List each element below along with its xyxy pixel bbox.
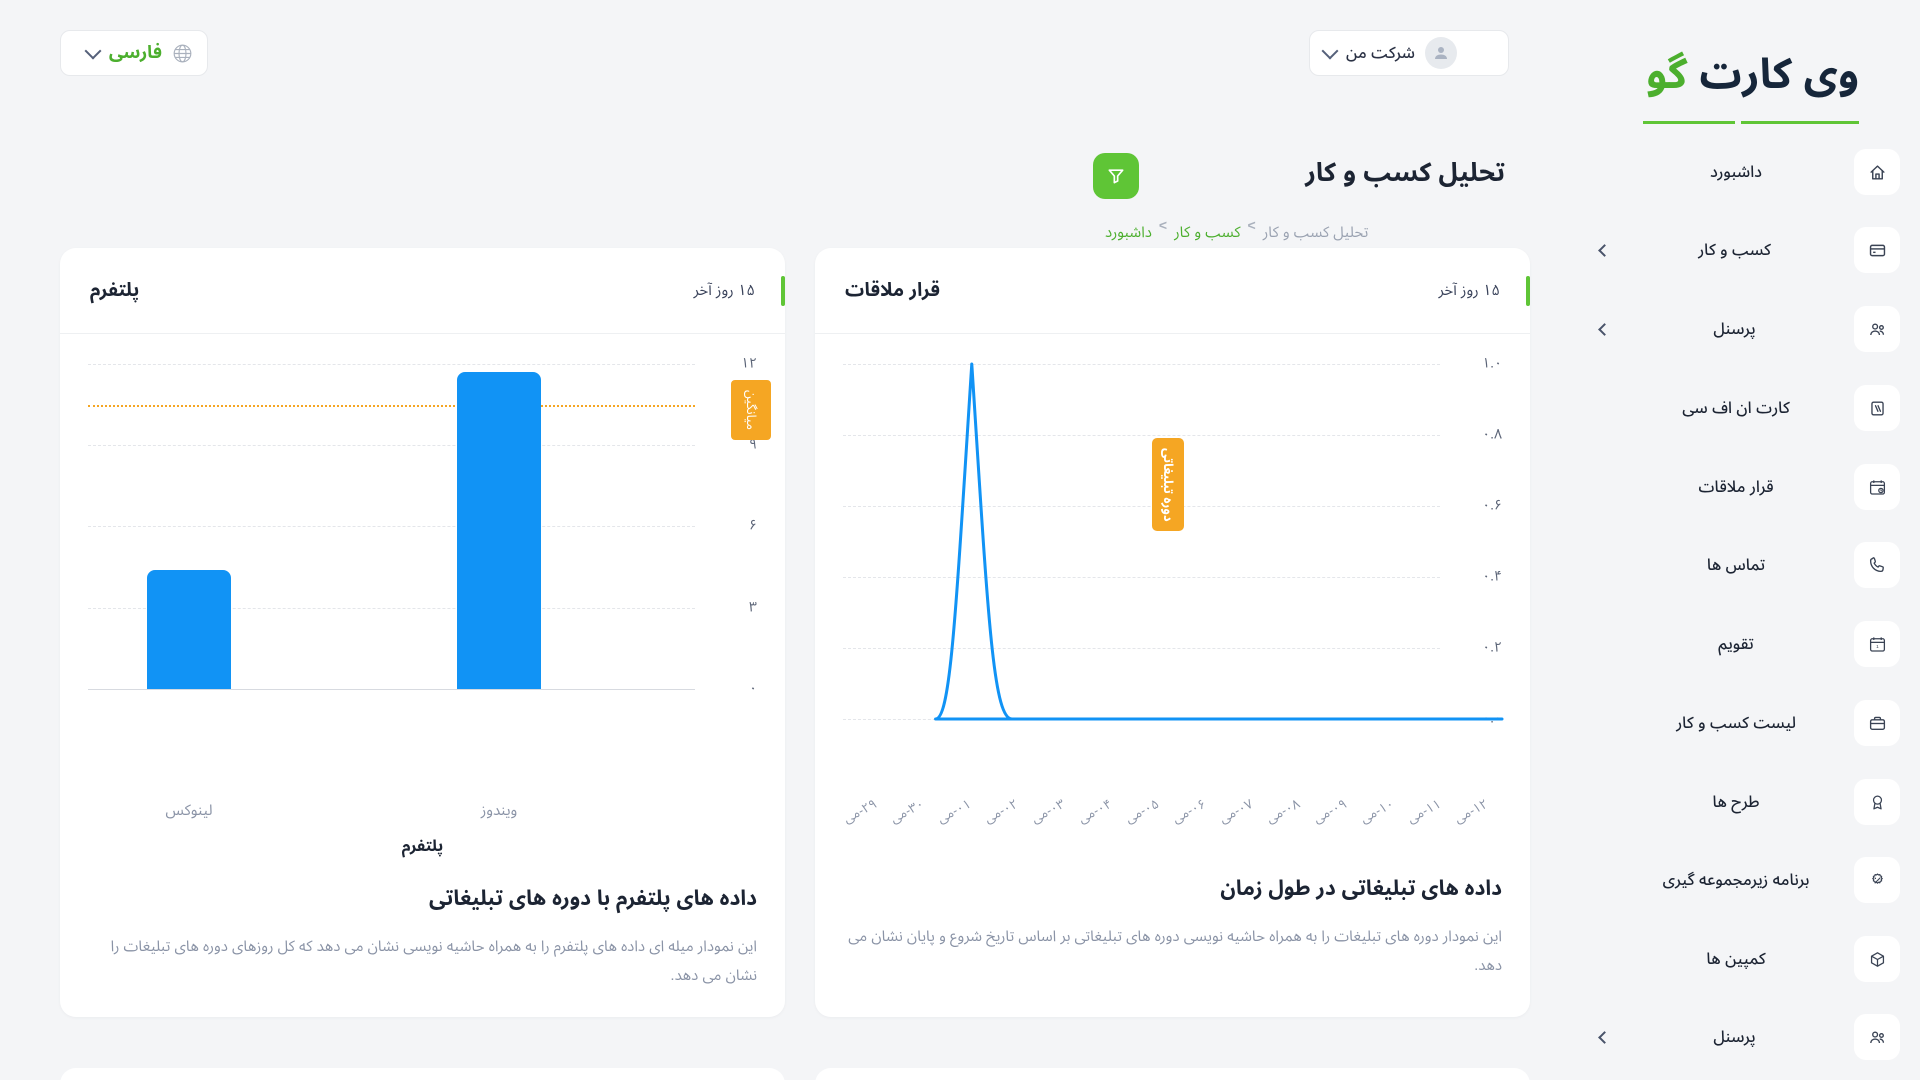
svg-text:1: 1 bbox=[1876, 644, 1879, 650]
